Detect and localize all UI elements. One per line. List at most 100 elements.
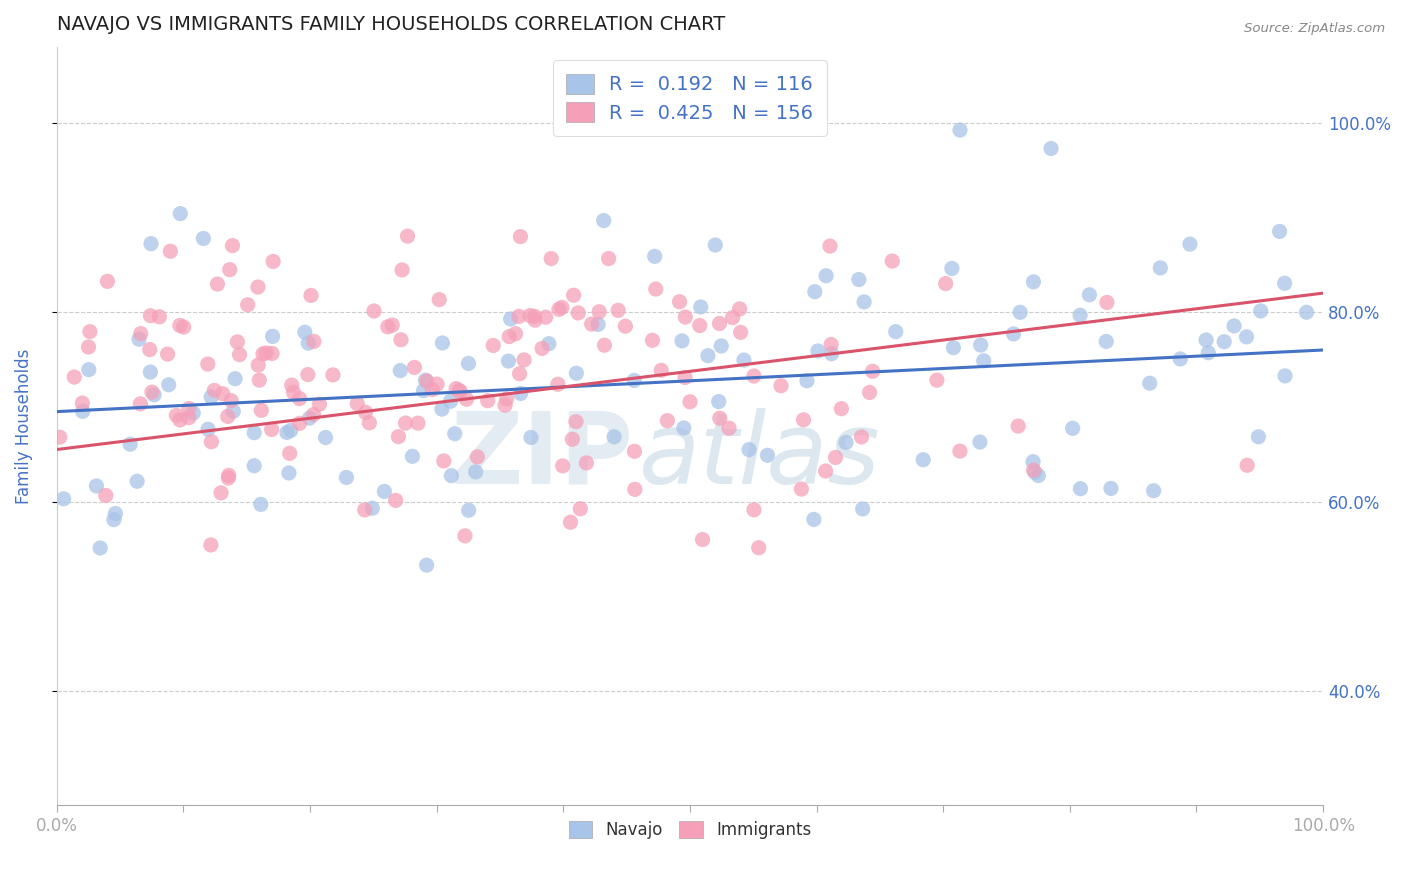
Point (1274, 368, 1296, 383)
Point (346, 397, 368, 411)
Point (884, 325, 907, 339)
Point (509, 367, 531, 381)
Point (818, 239, 841, 253)
Point (302, 408, 325, 422)
Point (217, 409, 239, 424)
Point (354, 405, 377, 419)
Point (672, 421, 695, 435)
Point (524, 313, 547, 327)
Point (262, 346, 284, 360)
Point (1197, 345, 1219, 359)
Point (157, 377, 180, 392)
Point (858, 385, 880, 400)
Point (623, 374, 645, 388)
Point (509, 229, 531, 244)
Point (1022, 463, 1045, 477)
Point (226, 334, 249, 349)
Point (562, 288, 585, 302)
Point (94, 488, 117, 502)
Point (641, 334, 664, 348)
Point (297, 368, 319, 382)
Point (551, 301, 574, 315)
Point (148, 310, 170, 324)
Point (852, 502, 875, 516)
Point (603, 430, 626, 444)
Point (644, 249, 666, 263)
Point (1295, 305, 1317, 319)
Point (52, 491, 75, 506)
Point (457, 503, 479, 517)
Point (1078, 288, 1101, 302)
Point (243, 458, 266, 473)
Point (449, 384, 471, 398)
Point (1069, 482, 1091, 496)
Point (730, 326, 752, 340)
Point (1069, 308, 1091, 322)
Point (1022, 455, 1045, 469)
Point (718, 421, 741, 435)
Point (547, 377, 569, 392)
Point (129, 397, 152, 411)
Point (820, 347, 842, 361)
Point (733, 353, 755, 368)
Point (1028, 468, 1050, 483)
Point (381, 318, 404, 332)
Point (551, 458, 574, 473)
Point (247, 373, 270, 387)
Point (1143, 483, 1166, 498)
Point (440, 468, 463, 483)
Point (219, 393, 242, 408)
Point (519, 309, 541, 323)
Point (1236, 458, 1258, 473)
Point (143, 388, 166, 402)
Point (494, 398, 516, 412)
Point (359, 416, 381, 430)
Point (454, 529, 477, 543)
Point (561, 432, 583, 446)
Point (252, 347, 274, 361)
Point (401, 450, 423, 464)
Point (623, 444, 645, 458)
Point (228, 348, 250, 362)
Point (432, 335, 454, 350)
Point (586, 318, 609, 332)
Point (181, 406, 204, 420)
Point (221, 238, 243, 252)
Point (173, 320, 195, 334)
Point (1010, 305, 1032, 319)
Point (949, 444, 972, 458)
Point (499, 312, 522, 326)
Point (464, 465, 486, 479)
Point (624, 483, 647, 497)
Text: ZIP: ZIP (450, 408, 633, 505)
Point (509, 386, 531, 401)
Point (218, 262, 240, 277)
Point (537, 336, 560, 351)
Point (391, 263, 413, 277)
Point (193, 231, 215, 245)
Point (412, 384, 434, 398)
Point (49, 430, 72, 444)
Point (63, 370, 86, 384)
Point (86, 479, 108, 493)
Point (1139, 376, 1161, 391)
Point (363, 304, 385, 318)
Text: atlas: atlas (640, 408, 880, 505)
Point (280, 378, 302, 392)
Point (159, 244, 181, 259)
Point (673, 310, 696, 324)
Point (308, 397, 330, 411)
Point (728, 301, 751, 316)
Point (505, 326, 527, 341)
Point (177, 410, 200, 425)
Point (72, 404, 94, 418)
Point (704, 238, 727, 252)
Point (721, 310, 744, 325)
Point (738, 442, 761, 457)
Point (707, 394, 730, 409)
Point (1062, 421, 1084, 435)
Point (548, 302, 571, 317)
Point (969, 435, 991, 450)
Point (288, 417, 311, 431)
Point (803, 512, 825, 526)
